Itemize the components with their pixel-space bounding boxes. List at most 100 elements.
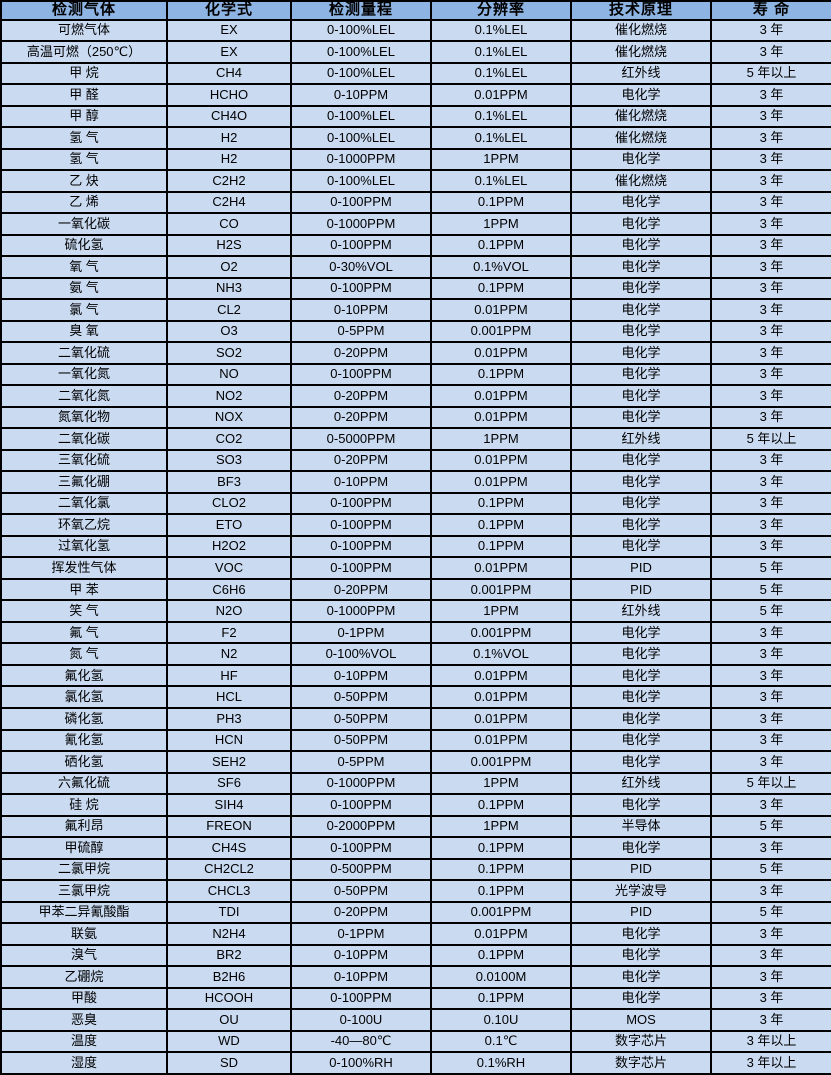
cell-detection-range: 0-10PPM bbox=[290, 470, 432, 494]
cell-resolution: 0.1%RH bbox=[430, 1051, 572, 1075]
table-row: 氧 气 O2 0-30%VOL 0.1%VOL 电化学 3 年 bbox=[0, 255, 831, 279]
cell-lifespan: 3 年 bbox=[710, 362, 831, 387]
cell-detection-range: 0-5PPM bbox=[290, 319, 432, 344]
cell-resolution: 1PPM bbox=[430, 599, 572, 623]
cell-chemical-formula: H2S bbox=[166, 233, 292, 258]
table-row: 氟 气 F2 0-1PPM 0.001PPM 电化学 3 年 bbox=[0, 620, 831, 645]
cell-resolution: 0.01PPM bbox=[430, 470, 572, 494]
table-row: 硒化氢 SEH2 0-5PPM 0.001PPM 电化学 3 年 bbox=[0, 750, 831, 774]
cell-resolution: 0.01PPM bbox=[430, 83, 572, 107]
cell-resolution: 0.1PPM bbox=[430, 513, 572, 537]
table-row: 笑 气 N2O 0-1000PPM 1PPM 红外线 5 年 bbox=[0, 599, 831, 623]
cell-detection-range: 0-20PPM bbox=[290, 341, 432, 365]
cell-gas-name: 六氟化硫 bbox=[0, 771, 168, 796]
cell-technology-principle: 电化学 bbox=[570, 470, 712, 494]
cell-resolution: 0.1PPM bbox=[430, 233, 572, 258]
table-row: 环氧乙烷 ETO 0-100PPM 0.1PPM 电化学 3 年 bbox=[0, 513, 831, 537]
cell-resolution: 0.0100M bbox=[430, 965, 572, 989]
table-row: 一氧化碳 CO 0-1000PPM 1PPM 电化学 3 年 bbox=[0, 212, 831, 236]
cell-lifespan: 3 年 bbox=[710, 534, 831, 559]
cell-technology-principle: 电化学 bbox=[570, 513, 712, 537]
cell-lifespan: 3 年 bbox=[710, 642, 831, 666]
table-row: 氮 气 N2 0-100%VOL 0.1%VOL 电化学 3 年 bbox=[0, 642, 831, 666]
cell-chemical-formula: SO3 bbox=[166, 448, 292, 473]
cell-detection-range: 0-100PPM bbox=[290, 534, 432, 559]
cell-resolution: 1PPM bbox=[430, 427, 572, 451]
cell-technology-principle: 电化学 bbox=[570, 534, 712, 559]
cell-chemical-formula: H2 bbox=[166, 147, 292, 172]
cell-technology-principle: 电化学 bbox=[570, 728, 712, 753]
cell-detection-range: 0-100PPM bbox=[290, 362, 432, 387]
cell-technology-principle: 电化学 bbox=[570, 750, 712, 774]
cell-resolution: 0.1%LEL bbox=[430, 126, 572, 150]
cell-gas-name: 氧 气 bbox=[0, 255, 168, 279]
cell-resolution: 0.01PPM bbox=[430, 384, 572, 408]
table-row: 硫化氢 H2S 0-100PPM 0.1PPM 电化学 3 年 bbox=[0, 233, 831, 258]
cell-chemical-formula: CLO2 bbox=[166, 491, 292, 516]
cell-lifespan: 3 年 bbox=[710, 448, 831, 473]
cell-gas-name: 乙 炔 bbox=[0, 169, 168, 193]
cell-gas-name: 高温可燃（250℃） bbox=[0, 40, 168, 64]
cell-lifespan: 3 年 bbox=[710, 341, 831, 365]
cell-resolution: 0.01PPM bbox=[430, 707, 572, 731]
cell-chemical-formula: VOC bbox=[166, 556, 292, 580]
cell-gas-name: 氢 气 bbox=[0, 147, 168, 172]
cell-gas-name: 甲 醛 bbox=[0, 83, 168, 107]
cell-chemical-formula: C6H6 bbox=[166, 577, 292, 602]
cell-chemical-formula: H2 bbox=[166, 126, 292, 150]
cell-lifespan: 3 年 bbox=[710, 793, 831, 817]
cell-lifespan: 3 年 bbox=[710, 40, 831, 64]
cell-chemical-formula: NO bbox=[166, 362, 292, 387]
cell-lifespan: 3 年 bbox=[710, 298, 831, 322]
cell-lifespan: 3 年 bbox=[710, 126, 831, 150]
cell-detection-range: 0-20PPM bbox=[290, 405, 432, 430]
cell-detection-range: 0-100%LEL bbox=[290, 18, 432, 42]
cell-chemical-formula: SD bbox=[166, 1051, 292, 1075]
cell-lifespan: 3 年 bbox=[710, 255, 831, 279]
cell-detection-range: 0-100%RH bbox=[290, 1051, 432, 1075]
cell-resolution: 0.1PPM bbox=[430, 879, 572, 903]
cell-chemical-formula: CO2 bbox=[166, 427, 292, 451]
table-row: 甲苯二异氰酸酯 TDI 0-20PPM 0.001PPM PID 5 年 bbox=[0, 900, 831, 925]
table-row: 乙 烯 C2H4 0-100PPM 0.1PPM 电化学 3 年 bbox=[0, 190, 831, 215]
cell-lifespan: 3 年 bbox=[710, 750, 831, 774]
cell-chemical-formula: B2H6 bbox=[166, 965, 292, 989]
cell-lifespan: 3 年 bbox=[710, 233, 831, 258]
table-row: 一氧化氮 NO 0-100PPM 0.1PPM 电化学 3 年 bbox=[0, 362, 831, 387]
table-row: 三氧化硫 SO3 0-20PPM 0.01PPM 电化学 3 年 bbox=[0, 448, 831, 473]
cell-resolution: 0.01PPM bbox=[430, 685, 572, 709]
cell-gas-name: 甲 烷 bbox=[0, 61, 168, 86]
cell-detection-range: 0-1000PPM bbox=[290, 599, 432, 623]
cell-gas-name: 溴气 bbox=[0, 943, 168, 968]
cell-technology-principle: 电化学 bbox=[570, 233, 712, 258]
cell-technology-principle: 电化学 bbox=[570, 965, 712, 989]
cell-chemical-formula: CH2CL2 bbox=[166, 857, 292, 882]
cell-chemical-formula: NH3 bbox=[166, 276, 292, 301]
cell-gas-name: 氟利昂 bbox=[0, 814, 168, 839]
cell-technology-principle: 催化燃烧 bbox=[570, 40, 712, 64]
cell-chemical-formula: CH4S bbox=[166, 836, 292, 860]
table-row: 甲 烷 CH4 0-100%LEL 0.1%LEL 红外线 5 年以上 bbox=[0, 61, 831, 86]
table-row: 三氟化硼 BF3 0-10PPM 0.01PPM 电化学 3 年 bbox=[0, 470, 831, 494]
cell-lifespan: 3 年 bbox=[710, 491, 831, 516]
table-row: 高温可燃（250℃） EX 0-100%LEL 0.1%LEL 催化燃烧 3 年 bbox=[0, 40, 831, 64]
cell-gas-name: 硫化氢 bbox=[0, 233, 168, 258]
cell-gas-name: 甲硫醇 bbox=[0, 836, 168, 860]
cell-lifespan: 3 年 bbox=[710, 879, 831, 903]
table-row: 氯 气 CL2 0-10PPM 0.01PPM 电化学 3 年 bbox=[0, 298, 831, 322]
cell-gas-name: 可燃气体 bbox=[0, 18, 168, 42]
cell-detection-range: 0-100PPM bbox=[290, 491, 432, 516]
cell-gas-name: 一氧化碳 bbox=[0, 212, 168, 236]
table-row: 乙 炔 C2H2 0-100%LEL 0.1%LEL 催化燃烧 3 年 bbox=[0, 169, 831, 193]
cell-chemical-formula: SEH2 bbox=[166, 750, 292, 774]
cell-technology-principle: 电化学 bbox=[570, 255, 712, 279]
cell-lifespan: 5 年 bbox=[710, 857, 831, 882]
cell-resolution: 0.01PPM bbox=[430, 556, 572, 580]
cell-chemical-formula: HCHO bbox=[166, 83, 292, 107]
cell-detection-range: 0-1000PPM bbox=[290, 212, 432, 236]
cell-lifespan: 3 年 bbox=[710, 212, 831, 236]
cell-technology-principle: 电化学 bbox=[570, 986, 712, 1011]
cell-chemical-formula: ETO bbox=[166, 513, 292, 537]
cell-technology-principle: 红外线 bbox=[570, 599, 712, 623]
